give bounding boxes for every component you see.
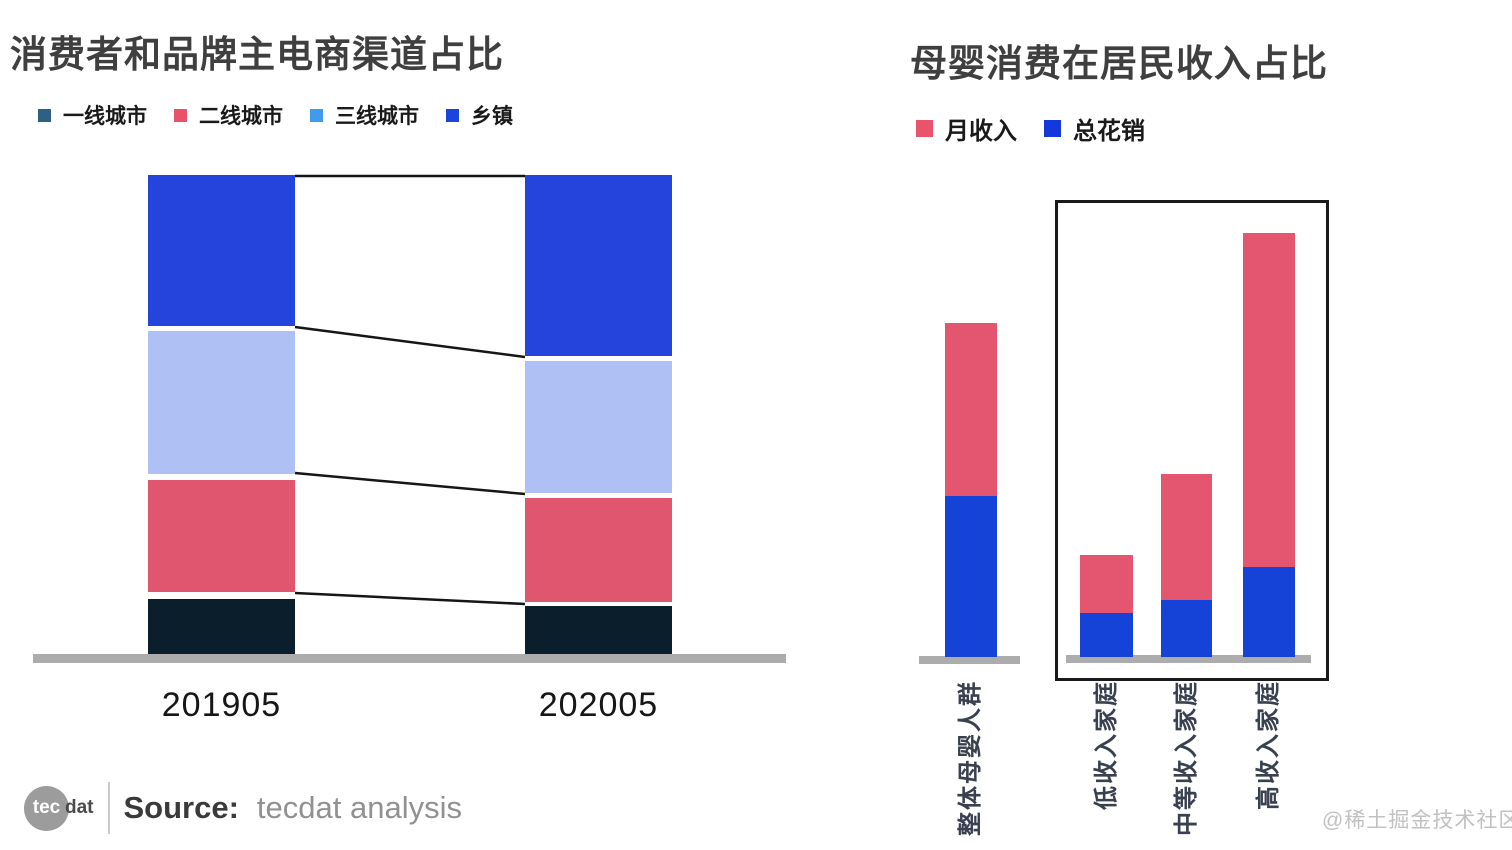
flow-connector-line bbox=[294, 325, 526, 359]
left-chart-legend: 一线城市 二线城市 三线城市 乡镇 bbox=[38, 100, 513, 130]
stacked-bar-segment-spending bbox=[1161, 600, 1212, 657]
stacked-bar-segment bbox=[148, 599, 295, 656]
stacked-bar-segment bbox=[525, 361, 672, 493]
source-value: tecdat analysis bbox=[256, 790, 462, 825]
stacked-bar-segment-spending bbox=[945, 496, 997, 657]
stacked-bar-segment-income bbox=[1243, 233, 1295, 567]
axis-baseline bbox=[1066, 655, 1311, 663]
legend-swatch bbox=[174, 108, 187, 122]
legend-swatch bbox=[310, 108, 323, 122]
stacked-bar-segment bbox=[525, 498, 672, 602]
flow-connector-line bbox=[294, 471, 526, 496]
axis-baseline bbox=[33, 654, 786, 663]
legend-item: 月收入 bbox=[916, 111, 1017, 146]
legend-label: 一线城市 bbox=[63, 105, 147, 128]
legend-item: 总花销 bbox=[1044, 111, 1145, 146]
right-chart-title: 母婴消费在居民收入占比 bbox=[910, 43, 1328, 84]
legend-swatch bbox=[1044, 120, 1061, 137]
legend-item: 乡镇 bbox=[446, 100, 513, 130]
watermark: @稀土掘金技术社区 bbox=[1322, 809, 1512, 832]
stacked-bar-segment bbox=[525, 175, 672, 356]
logo-circle-text: tec bbox=[32, 797, 61, 818]
legend-label: 乡镇 bbox=[471, 105, 513, 128]
stacked-bar-segment-income bbox=[945, 323, 997, 496]
x-axis-label-text: 高收入家庭 bbox=[1255, 680, 1282, 810]
legend-item: 二线城市 bbox=[174, 100, 283, 130]
stacked-bar-segment-spending bbox=[1080, 613, 1133, 657]
right-chart-legend: 月收入 总花销 bbox=[916, 111, 1145, 146]
legend-swatch bbox=[446, 108, 459, 122]
legend-swatch bbox=[38, 108, 51, 122]
legend-item: 一线城市 bbox=[38, 100, 147, 130]
stacked-bar-segment bbox=[148, 331, 295, 474]
legend-item: 三线城市 bbox=[310, 100, 419, 130]
legend-label: 三线城市 bbox=[335, 105, 419, 128]
legend-label: 总花销 bbox=[1073, 118, 1145, 145]
legend-swatch bbox=[916, 120, 933, 137]
highlight-box bbox=[1055, 200, 1329, 681]
tecdat-logo: tec dat bbox=[24, 785, 94, 831]
axis-baseline bbox=[919, 656, 1020, 664]
source-label: Source: bbox=[123, 790, 239, 825]
x-axis-label: 202005 bbox=[538, 686, 659, 724]
legend-label: 二线城市 bbox=[199, 105, 283, 128]
footer-divider bbox=[107, 782, 110, 834]
logo-suffix-text: dat bbox=[65, 797, 94, 818]
x-axis-label-text: 中等收入家庭 bbox=[1172, 680, 1200, 836]
left-chart-title: 消费者和品牌主电商渠道占比 bbox=[10, 34, 504, 75]
footer: tec dat Source: tecdat analysis bbox=[24, 782, 462, 834]
stacked-bar-segment-spending bbox=[1243, 567, 1295, 657]
stacked-bar-segment-income bbox=[1080, 555, 1133, 613]
x-axis-label-text: 整体母婴人群 bbox=[957, 680, 984, 836]
x-axis-label: 201905 bbox=[161, 686, 282, 724]
stacked-bar-segment-income bbox=[1161, 474, 1212, 600]
stacked-bar-segment bbox=[525, 606, 672, 656]
stacked-bar-segment bbox=[148, 480, 295, 592]
stacked-bar-segment bbox=[148, 175, 295, 326]
tecdat-logo-circle: tec bbox=[24, 785, 69, 831]
legend-label: 月收入 bbox=[945, 118, 1017, 145]
x-axis-label-text: 低收入家庭 bbox=[1092, 680, 1120, 810]
flow-connector-line bbox=[294, 591, 526, 606]
